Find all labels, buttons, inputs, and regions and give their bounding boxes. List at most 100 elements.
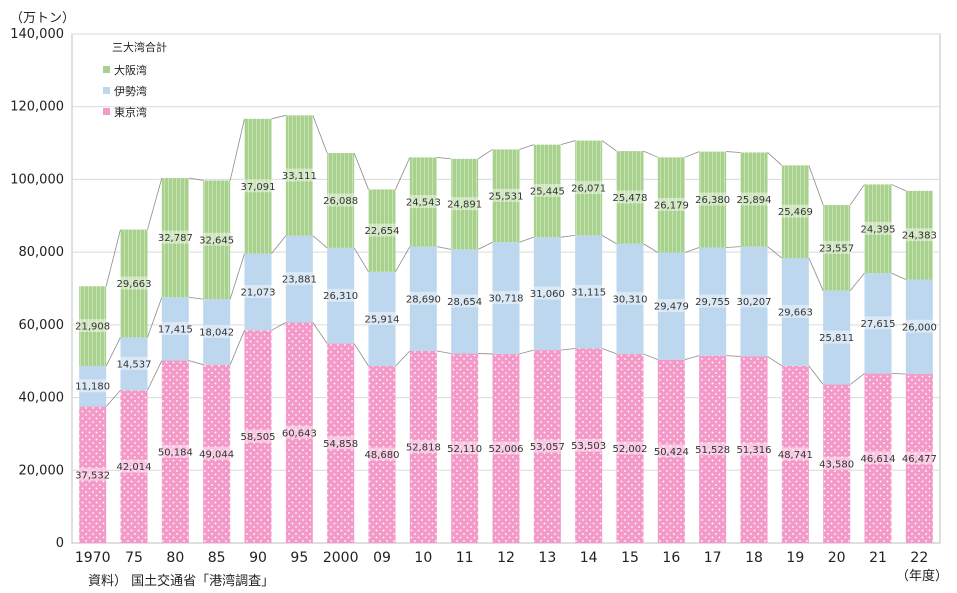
bar-segment-tokyo	[161, 360, 189, 543]
bar-segment-osaka	[368, 189, 396, 272]
data-label-band	[451, 294, 479, 308]
bar-segment-tokyo	[79, 406, 107, 543]
data-label: 22,654	[365, 226, 400, 237]
connector-line	[477, 241, 493, 250]
bar-segment-osaka	[327, 153, 355, 248]
data-label: 50,184	[158, 447, 193, 458]
bar-segment-osaka	[244, 118, 272, 254]
x-tick-label: 10	[414, 550, 432, 566]
data-label: 31,060	[530, 289, 565, 300]
connector-line	[436, 157, 452, 160]
connector-line	[105, 389, 121, 407]
bar-segment-osaka	[699, 151, 727, 248]
x-tick-label: 09	[373, 550, 391, 566]
connector-line	[601, 235, 617, 245]
bar-segment-osaka	[823, 205, 851, 291]
y-tick-label: 80,000	[19, 245, 65, 260]
data-label-band	[616, 190, 644, 204]
connector-line	[560, 140, 576, 146]
data-label-band	[368, 311, 396, 325]
bar-segment-ise	[409, 246, 437, 351]
x-tick-label: 11	[456, 550, 474, 566]
data-label: 52,818	[406, 442, 441, 453]
data-label: 53,503	[571, 441, 606, 452]
bar-segment-osaka	[409, 157, 437, 247]
data-label-band	[120, 276, 148, 290]
data-label: 48,680	[365, 450, 400, 461]
y-tick-label: 20,000	[19, 463, 65, 478]
data-label-band	[203, 232, 231, 246]
connector-line	[271, 322, 287, 331]
y-tick-label: 60,000	[19, 318, 65, 333]
connector-lines	[105, 114, 906, 407]
connector-line	[188, 296, 204, 300]
data-label-band	[161, 321, 189, 335]
bar-segment-osaka	[285, 115, 313, 236]
data-label-band	[864, 316, 892, 330]
bar-segment-ise	[120, 337, 148, 391]
connector-line	[188, 360, 204, 366]
bar-segment-osaka	[657, 157, 685, 253]
data-label-band	[740, 294, 768, 308]
connector-line	[353, 247, 369, 273]
data-label-band	[575, 180, 603, 194]
data-label-band	[203, 446, 231, 460]
data-label-band	[864, 451, 892, 465]
connector-line	[849, 272, 865, 291]
bar-segment-tokyo	[327, 343, 355, 543]
data-label-band	[244, 429, 272, 443]
data-label: 37,091	[241, 182, 276, 193]
x-tick-label: 13	[538, 550, 556, 566]
data-label: 52,110	[447, 444, 482, 455]
x-unit-label: （年度）	[896, 568, 948, 584]
data-label: 60,643	[282, 428, 317, 439]
x-tick-label: 16	[662, 550, 680, 566]
data-label-band	[120, 459, 148, 473]
data-label-band	[368, 223, 396, 237]
connector-line	[519, 349, 534, 355]
data-label: 23,881	[282, 275, 317, 286]
bar-segment-tokyo	[616, 353, 644, 543]
data-label: 24,383	[902, 231, 937, 242]
y-tick-label: 0	[56, 536, 64, 551]
connector-line	[684, 247, 700, 253]
bar-segment-osaka	[79, 286, 107, 366]
x-tick-label: 85	[208, 550, 226, 566]
bar-segment-ise	[285, 235, 313, 323]
bar-segment-ise	[79, 365, 107, 407]
x-tick-label: 19	[786, 550, 804, 566]
bar-segment-ise	[327, 247, 355, 344]
x-tick-label: 18	[745, 550, 763, 566]
data-label: 11,180	[75, 382, 110, 393]
bar-segment-tokyo	[533, 350, 561, 543]
data-label: 25,531	[489, 191, 524, 202]
data-label-band	[905, 319, 933, 333]
bar-segment-ise	[492, 242, 520, 354]
bar-segment-tokyo	[492, 353, 520, 543]
connector-line	[767, 152, 783, 166]
connector-line	[229, 118, 245, 181]
connector-line	[353, 152, 369, 190]
bar-segment-ise	[368, 271, 396, 367]
connector-line	[395, 157, 411, 190]
data-label-band	[616, 291, 644, 305]
connector-line	[726, 246, 741, 248]
connector-line	[519, 236, 534, 243]
connector-line	[767, 356, 783, 367]
data-label-band	[492, 188, 520, 202]
x-axis-ticks: 1970 75 80 85 90 95 2000 09 10 11 12 13 14 15 16 17 18 19…	[75, 550, 928, 566]
connector-line	[147, 297, 163, 338]
data-label: 46,477	[902, 454, 937, 465]
data-label-band	[533, 183, 561, 197]
x-tick-label: 21	[869, 550, 887, 566]
bar-segment-osaka	[740, 152, 768, 247]
data-label-band	[533, 439, 561, 453]
data-label-band	[327, 193, 355, 207]
connector-line	[601, 140, 617, 152]
data-label: 18,042	[199, 327, 234, 338]
data-label-band	[327, 288, 355, 302]
data-label: 29,663	[778, 307, 813, 318]
data-label-band	[657, 444, 685, 458]
